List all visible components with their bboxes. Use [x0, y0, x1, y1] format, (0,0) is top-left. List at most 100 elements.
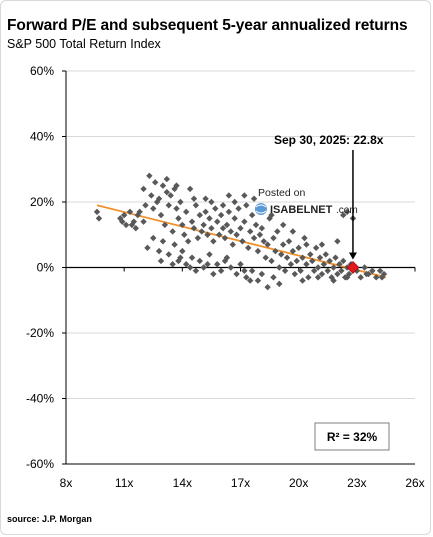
- data-point: [165, 251, 172, 258]
- data-point: [276, 280, 283, 288]
- data-point: [241, 267, 248, 274]
- data-point: [179, 247, 186, 255]
- y-tick-label: -20%: [26, 326, 54, 340]
- data-point: [130, 218, 138, 225]
- data-point: [289, 247, 297, 255]
- data-point: [202, 195, 209, 202]
- data-point: [334, 238, 341, 245]
- data-point: [297, 267, 304, 274]
- data-point: [340, 211, 347, 219]
- data-point: [243, 202, 250, 209]
- data-point: [260, 238, 267, 245]
- x-tick-label: 14x: [173, 476, 192, 490]
- data-point: [278, 251, 285, 258]
- data-point: [305, 274, 312, 281]
- data-point: [210, 238, 217, 245]
- watermark-line2: ISABELNET: [270, 204, 333, 216]
- data-point: [264, 283, 271, 291]
- data-point: [235, 205, 242, 212]
- data-point: [231, 215, 238, 222]
- data-point: [299, 277, 306, 284]
- data-point: [246, 277, 254, 284]
- data-point: [326, 257, 333, 265]
- data-point: [215, 231, 223, 238]
- data-point: [219, 225, 227, 232]
- data-point: [262, 254, 269, 261]
- data-point: [142, 202, 149, 209]
- data-point: [169, 228, 176, 235]
- data-point: [132, 225, 139, 232]
- data-point: [245, 244, 252, 252]
- data-point: [373, 274, 380, 281]
- data-point: [200, 221, 207, 229]
- data-point: [237, 225, 244, 232]
- data-point: [314, 264, 322, 271]
- data-point: [378, 274, 386, 281]
- y-tick-label: 60%: [30, 64, 54, 78]
- annotation-arrowhead: [348, 252, 357, 260]
- data-point: [223, 221, 231, 229]
- data-point: [214, 218, 221, 225]
- data-point: [165, 202, 172, 209]
- data-point: [221, 234, 229, 242]
- data-point: [157, 257, 165, 265]
- data-point: [134, 211, 141, 219]
- data-point: [173, 182, 180, 189]
- data-point: [190, 225, 198, 232]
- data-point: [177, 198, 184, 206]
- data-point: [140, 185, 147, 193]
- data-point: [150, 205, 157, 212]
- data-point: [248, 211, 256, 219]
- data-point: [146, 172, 153, 179]
- highlight-annotation: Sep 30, 2025: 22.8x: [274, 133, 384, 147]
- data-point: [150, 234, 157, 242]
- data-point: [264, 241, 271, 248]
- data-point: [119, 218, 126, 225]
- r-squared-box: [314, 422, 390, 451]
- data-point: [159, 182, 167, 189]
- data-point: [252, 221, 260, 229]
- data-point: [254, 277, 262, 284]
- data-point: [229, 241, 236, 248]
- data-point: [314, 274, 322, 281]
- data-point: [163, 188, 171, 196]
- data-point: [340, 257, 347, 265]
- data-point: [183, 261, 190, 268]
- data-point: [214, 261, 221, 268]
- y-tick-labels: 60% 40% 20% 0% -20% -40% -60%: [26, 64, 54, 471]
- watermark-line1: Posted on: [258, 187, 305, 199]
- data-point: [208, 198, 215, 206]
- data-point: [343, 274, 351, 281]
- data-point: [250, 234, 258, 242]
- data-point: [343, 208, 351, 216]
- data-point: [285, 238, 293, 245]
- r-squared-label: R² = 32%: [327, 430, 378, 444]
- y-tick-label: -40%: [26, 392, 54, 406]
- data-point: [122, 221, 130, 229]
- y-tick-label: -60%: [26, 457, 54, 471]
- data-point: [163, 175, 171, 183]
- y-tick-label: 20%: [30, 195, 54, 209]
- watermark-suffix: .com: [336, 205, 358, 216]
- data-point: [225, 192, 233, 199]
- data-point: [272, 247, 279, 255]
- data-point: [212, 205, 219, 212]
- data-point: [283, 254, 291, 261]
- data-point: [357, 274, 364, 281]
- data-point: [241, 192, 248, 199]
- data-point: [95, 215, 103, 222]
- data-point: [93, 208, 101, 216]
- data-point: [309, 257, 316, 265]
- data-point: [316, 254, 324, 261]
- data-point: [181, 231, 188, 238]
- data-point: [336, 261, 343, 268]
- data-point: [303, 261, 310, 268]
- data-point: [299, 254, 306, 261]
- data-point: [126, 208, 134, 216]
- data-point: [279, 241, 287, 248]
- y-tick-label: 0%: [37, 261, 55, 275]
- data-point: [144, 244, 151, 252]
- data-point: [231, 198, 238, 206]
- data-point: [188, 254, 196, 261]
